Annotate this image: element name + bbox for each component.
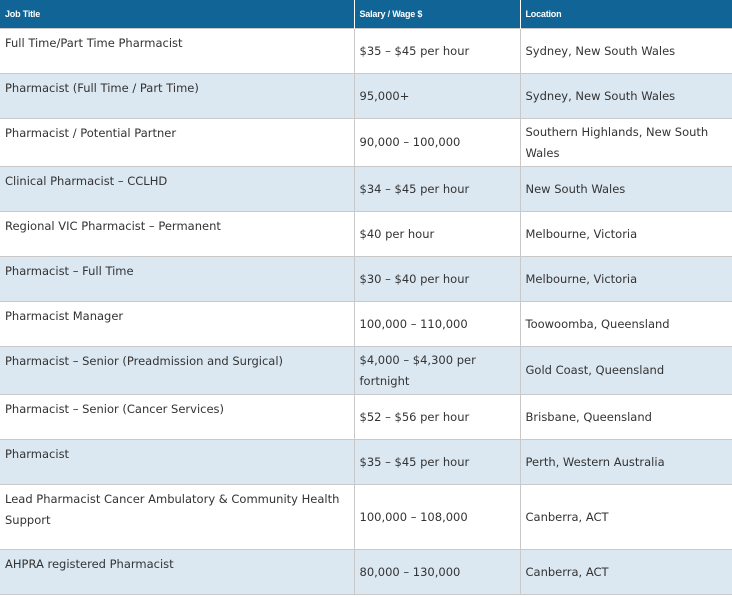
job-title-cell: Pharmacist – Senior (Cancer Services) bbox=[0, 394, 355, 440]
table-row: Pharmacist – Full Time $30 – $40 per hou… bbox=[0, 256, 732, 302]
location-cell: Melbourne, Victoria bbox=[519, 211, 732, 257]
table-row: Pharmacist / Potential Partner 90,000 – … bbox=[0, 118, 732, 167]
salary-cell: 100,000 – 110,000 bbox=[353, 301, 521, 347]
job-title-cell: Pharmacist – Senior (Preadmission and Su… bbox=[0, 346, 355, 395]
location-cell: Brisbane, Queensland bbox=[519, 394, 732, 440]
header-job-title: Job Title bbox=[0, 0, 355, 29]
table-row: Pharmacist $35 – $45 per hour Perth, Wes… bbox=[0, 439, 732, 485]
salary-cell: 100,000 – 108,000 bbox=[353, 484, 521, 550]
job-title-cell: Lead Pharmacist Cancer Ambulatory & Comm… bbox=[0, 484, 355, 550]
table-row: Pharmacist Manager 100,000 – 110,000 Too… bbox=[0, 301, 732, 347]
location-cell: New South Wales bbox=[519, 166, 732, 212]
location-cell: Melbourne, Victoria bbox=[519, 256, 732, 302]
table-header-row: Job Title Salary / Wage $ Location bbox=[0, 0, 732, 29]
salary-cell: $30 – $40 per hour bbox=[353, 256, 521, 302]
location-cell: Gold Coast, Queensland bbox=[519, 346, 732, 395]
salary-cell: $35 – $45 per hour bbox=[353, 439, 521, 485]
job-title-cell: Pharmacist / Potential Partner bbox=[0, 118, 355, 167]
salary-cell: $34 – $45 per hour bbox=[353, 166, 521, 212]
salary-cell: 90,000 – 100,000 bbox=[353, 118, 521, 167]
table-row: Pharmacist – Senior (Preadmission and Su… bbox=[0, 346, 732, 395]
location-cell: Perth, Western Australia bbox=[519, 439, 732, 485]
job-title-cell: Pharmacist Manager bbox=[0, 301, 355, 347]
job-title-cell: Regional VIC Pharmacist – Permanent bbox=[0, 211, 355, 257]
table-row: Full Time/Part Time Pharmacist $35 – $45… bbox=[0, 28, 732, 74]
location-cell: Southern Highlands, New South Wales bbox=[519, 118, 732, 167]
table-row: AHPRA registered Pharmacist 80,000 – 130… bbox=[0, 549, 732, 595]
table-row: Pharmacist – Senior (Cancer Services) $5… bbox=[0, 394, 732, 440]
job-title-cell: Pharmacist bbox=[0, 439, 355, 485]
job-title-cell: Pharmacist – Full Time bbox=[0, 256, 355, 302]
salary-cell: $4,000 – $4,300 per fortnight bbox=[353, 346, 521, 395]
salary-cell: 80,000 – 130,000 bbox=[353, 549, 521, 595]
location-cell: Toowoomba, Queensland bbox=[519, 301, 732, 347]
job-title-cell: AHPRA registered Pharmacist bbox=[0, 549, 355, 595]
location-cell: Sydney, New South Wales bbox=[519, 28, 732, 74]
location-cell: Sydney, New South Wales bbox=[519, 73, 732, 119]
table-row: Clinical Pharmacist – CCLHD $34 – $45 pe… bbox=[0, 166, 732, 212]
table-row: Regional VIC Pharmacist – Permanent $40 … bbox=[0, 211, 732, 257]
job-title-cell: Clinical Pharmacist – CCLHD bbox=[0, 166, 355, 212]
salary-cell: $52 – $56 per hour bbox=[353, 394, 521, 440]
table-row: Lead Pharmacist Cancer Ambulatory & Comm… bbox=[0, 484, 732, 550]
salary-cell: 95,000+ bbox=[353, 73, 521, 119]
location-cell: Canberra, ACT bbox=[519, 549, 732, 595]
table-row: Pharmacist (Full Time / Part Time) 95,00… bbox=[0, 73, 732, 119]
job-title-cell: Full Time/Part Time Pharmacist bbox=[0, 28, 355, 74]
salary-cell: $35 – $45 per hour bbox=[353, 28, 521, 74]
header-salary: Salary / Wage $ bbox=[354, 0, 521, 29]
salary-cell: $40 per hour bbox=[353, 211, 521, 257]
header-location: Location bbox=[520, 0, 732, 29]
job-title-cell: Pharmacist (Full Time / Part Time) bbox=[0, 73, 355, 119]
location-cell: Canberra, ACT bbox=[519, 484, 732, 550]
